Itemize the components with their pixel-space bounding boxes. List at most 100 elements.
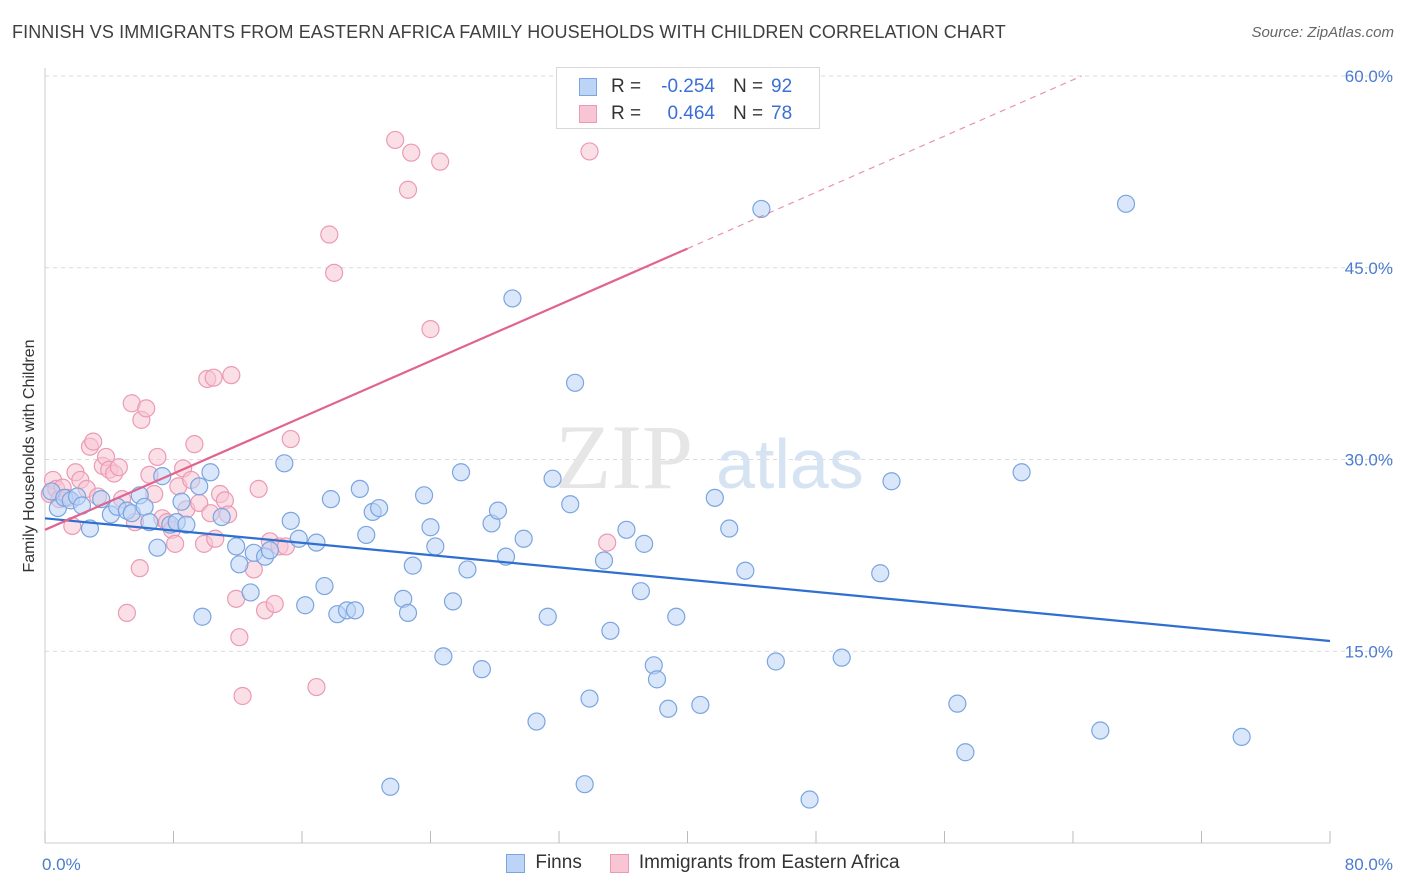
n-label: N = (733, 76, 764, 97)
series-immigrants-points (40, 130, 617, 706)
y-tick-label-15: 15.0% (1345, 642, 1393, 661)
immigrants-trend-extension (687, 75, 1083, 250)
series-legend: Finns Immigrants from Eastern Africa (0, 852, 1406, 874)
finns-point-69 (601, 621, 620, 640)
finns-point-88 (956, 743, 975, 762)
x-tick-label-max: 80.0% (1345, 855, 1393, 874)
finns-point-37 (321, 490, 341, 509)
finns-swatch (579, 78, 597, 96)
immigrants-point-57 (307, 677, 326, 697)
finns-point-52 (434, 647, 453, 666)
finns-point-91 (1116, 194, 1136, 213)
r-label: R = (611, 103, 642, 124)
finns-point-72 (635, 534, 654, 553)
y-axis-label: Family Households with Children (21, 340, 38, 573)
finns-point-50 (421, 518, 440, 537)
finns-point-64 (543, 469, 562, 488)
finns-point-67 (580, 689, 599, 708)
immigrants-point-62 (402, 143, 421, 162)
finns-point-20 (177, 515, 196, 534)
immigrants-point-11 (84, 432, 103, 451)
finns-point-53 (443, 592, 463, 611)
finns-point-27 (241, 583, 260, 602)
immigrants-point-48 (233, 686, 252, 706)
immigrants-point-67 (204, 368, 223, 387)
finns-point-33 (289, 529, 308, 548)
finns-point-78 (705, 488, 724, 507)
finns-point-92 (1232, 727, 1251, 746)
immigrants-point-41 (206, 529, 225, 548)
series-finns-points (42, 194, 1251, 809)
immigrants-point-56 (281, 429, 300, 449)
finns-point-56 (472, 660, 491, 679)
immigrants-point-53 (265, 594, 284, 614)
finns-point-84 (832, 648, 851, 667)
finns-point-15 (148, 538, 167, 557)
r-value: 0.464 (667, 103, 715, 124)
watermark-atlas: atlas (716, 425, 864, 503)
finns-point-70 (617, 520, 636, 539)
legend-item-finns[interactable]: Finns (506, 852, 582, 874)
finns-point-74 (647, 670, 667, 689)
finns-point-51 (426, 537, 445, 556)
immigrants-point-59 (325, 263, 344, 282)
finns-point-23 (201, 463, 220, 482)
finns-point-66 (575, 775, 594, 794)
immigrants-point-64 (431, 152, 450, 171)
n-value: 92 (771, 76, 793, 97)
finns-point-65 (561, 495, 580, 514)
finns-point-81 (752, 199, 771, 219)
finns-point-60 (503, 289, 522, 308)
finns-point-32 (281, 511, 300, 530)
finns-point-63 (538, 607, 557, 626)
finns-point-48 (403, 556, 422, 575)
finns-point-90 (1091, 721, 1110, 740)
immigrants-point-22 (130, 559, 149, 578)
legend-label-immigrants: Immigrants from Eastern Africa (638, 852, 900, 873)
x-tick-label-min: 0.0% (42, 855, 81, 874)
finns-point-79 (720, 519, 739, 538)
finns-point-34 (296, 596, 315, 615)
finns-point-41 (350, 479, 369, 499)
finns-point-44 (370, 498, 389, 518)
legend-label-finns: Finns (535, 852, 582, 873)
finns-point-55 (458, 560, 477, 579)
n-label: N = (733, 103, 764, 124)
finns-point-22 (193, 607, 212, 626)
finns-point-62 (527, 712, 546, 731)
finns-point-89 (1012, 463, 1031, 482)
immigrants-point-36 (185, 435, 204, 454)
finns-point-19 (172, 492, 191, 511)
legend-item-immigrants[interactable]: Immigrants from Eastern Africa (609, 852, 900, 874)
finns-point-36 (315, 576, 334, 596)
finns-point-87 (948, 694, 967, 713)
finns-point-77 (691, 695, 710, 715)
y-tick-label-60: 60.0% (1345, 67, 1393, 86)
immigrants-point-47 (230, 628, 249, 647)
immigrants-point-65 (580, 142, 599, 161)
r-value: -0.254 (661, 76, 715, 97)
n-value: 78 (771, 103, 793, 124)
immigrants-point-66 (598, 533, 617, 552)
finns-point-82 (766, 652, 785, 671)
tick-labels: 15.0% 30.0% 45.0% 60.0% 0.0% 80.0% (42, 67, 1393, 874)
finns-point-14 (140, 513, 159, 532)
immigrants-point-61 (398, 180, 418, 199)
finns-point-24 (212, 507, 231, 527)
finns-point-85 (871, 564, 890, 583)
immigrants-point-45 (222, 366, 241, 385)
finns-point-26 (230, 555, 249, 574)
chart-title: FINNISH VS IMMIGRANTS FROM EASTERN AFRIC… (12, 22, 1006, 42)
finns-point-61 (514, 529, 533, 548)
finns-point-71 (631, 582, 651, 601)
immigrants-point-58 (320, 225, 339, 244)
immigrants-point-27 (148, 447, 167, 467)
finns-point-25 (227, 537, 246, 556)
finns-point-76 (667, 607, 686, 626)
correlation-legend: R = -0.254 N = 92 R = 0.464 N = 78 (556, 67, 820, 129)
finns-point-68 (594, 551, 614, 570)
immigrants-point-24 (137, 399, 156, 418)
finns-trend-line (44, 517, 1331, 643)
finns-point-83 (800, 790, 819, 809)
